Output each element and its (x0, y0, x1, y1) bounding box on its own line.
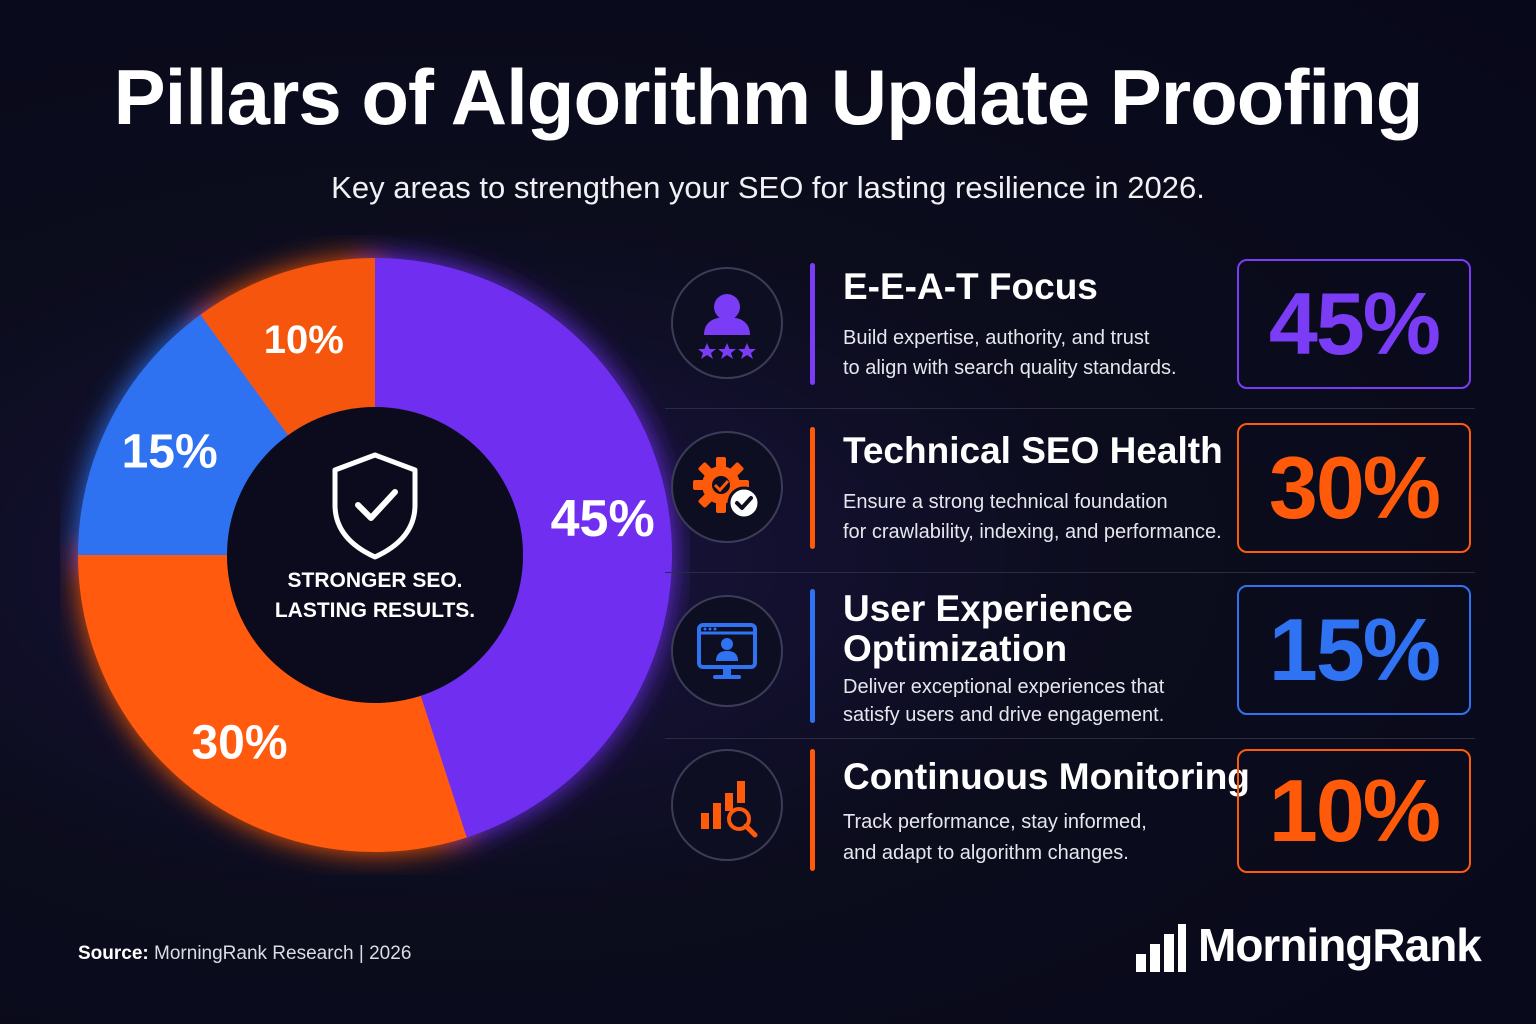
page-subtitle: Key areas to strengthen your SEO for las… (331, 170, 1205, 205)
pillar-description: Track performance, stay informed, and ad… (843, 811, 1147, 864)
pillar-description: Build expertise, authority, and trust to… (843, 327, 1177, 379)
pillar-percent: 45% (1237, 259, 1471, 389)
brand-logo: MorningRank (1136, 918, 1482, 972)
center-text-line2: LASTING RESULTS. (275, 599, 475, 622)
pillar-percent: 30% (1237, 423, 1471, 553)
pillar-description: Deliver exceptional experiences that sat… (843, 676, 1165, 726)
brand-name: MorningRank (1198, 919, 1482, 971)
pillars-list: E-E-A-T Focus Build expertise, authority… (665, 245, 1475, 903)
pillar-percent: 10% (1237, 749, 1471, 873)
pillar-title: E-E-A-T Focus (843, 266, 1098, 307)
pillar-percent: 15% (1237, 585, 1471, 715)
pillar-title: Technical SEO Health (843, 430, 1223, 471)
chart-search-icon (671, 749, 783, 861)
pillar-row-technical: Technical SEO Health Ensure a strong tec… (665, 409, 1475, 573)
donut-slice-ux (78, 314, 289, 555)
donut-slice-monitoring (200, 258, 375, 436)
monitor-user-icon (671, 595, 783, 707)
pillar-row-monitoring: Continuous Monitoring Track performance,… (665, 739, 1475, 903)
donut-label-monitoring: 10% (264, 318, 344, 362)
pillar-row-ux: User Experience Optimization Deliver exc… (665, 573, 1475, 739)
center-text-line1: STRONGER SEO. (287, 569, 462, 592)
pillar-description: Ensure a strong technical foundation for… (843, 491, 1222, 543)
shield-check-icon (332, 452, 418, 560)
bars-logo-icon (1136, 924, 1186, 972)
donut-slice-eeat (375, 258, 673, 838)
gear-check-icon (671, 431, 783, 543)
pillar-title: Continuous Monitoring (843, 756, 1250, 797)
pillar-row-eeat: E-E-A-T Focus Build expertise, authority… (665, 245, 1475, 409)
donut-slice-technical (77, 555, 467, 853)
user-rating-icon (671, 267, 783, 379)
page-title: Pillars of Algorithm Update Proofing (113, 53, 1424, 141)
source-note: Source: MorningRank Research | 2026 (78, 943, 412, 964)
pillar-title: User Experience Optimization (843, 588, 1134, 669)
donut-label-technical: 30% (191, 716, 287, 769)
donut-chart: STRONGER SEO. LASTING RESULTS. 45% 30% 15%… (77, 258, 673, 853)
donut-label-eeat: 45% (551, 490, 655, 548)
donut-label-ux: 15% (122, 425, 218, 478)
